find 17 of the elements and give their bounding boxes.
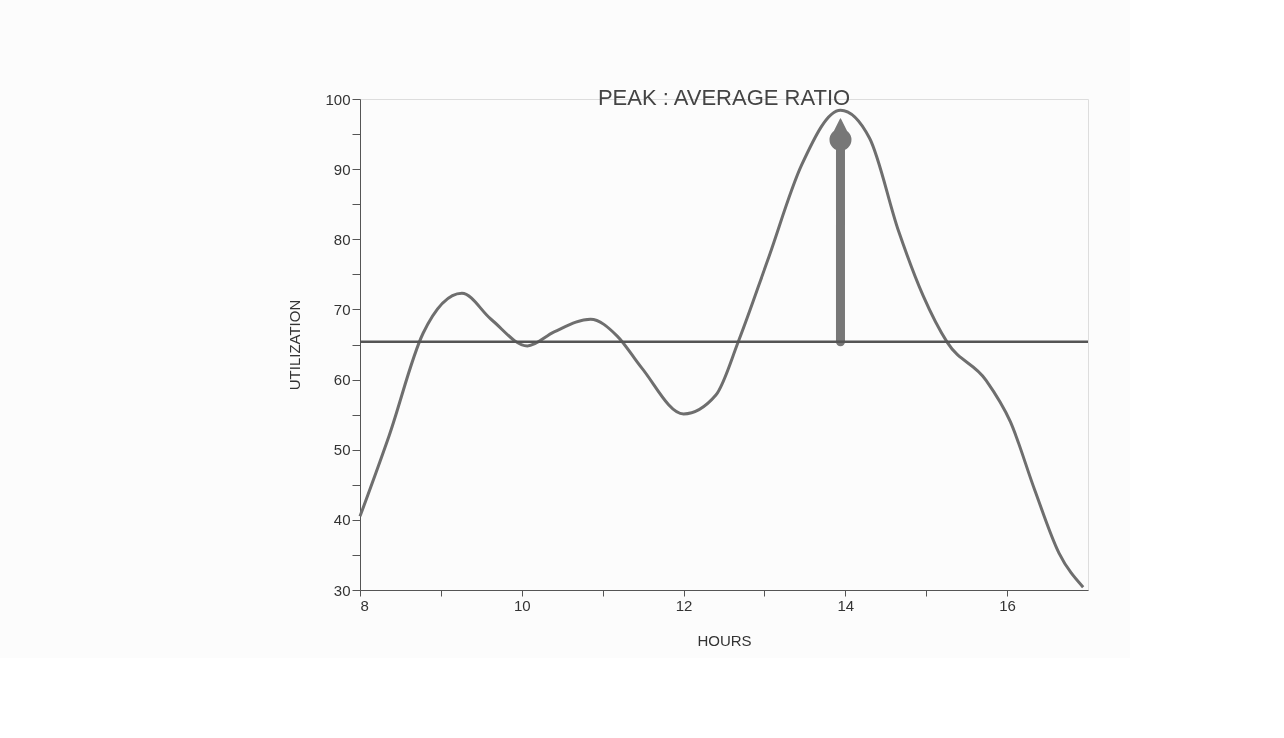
x-tick-label: 16 (999, 596, 1016, 614)
y-tick-label: 70 (333, 300, 351, 318)
x-tick-label: 10 (513, 596, 531, 614)
y-tick-label: 40 (333, 511, 351, 529)
y-tick-label: 60 (333, 371, 351, 389)
y-tick-label: 80 (333, 230, 351, 248)
y-tick-label: 100 (325, 90, 351, 108)
x-tick-label: 12 (675, 596, 693, 614)
y-axis-title: UTILIZATION (286, 299, 304, 391)
y-tick-label: 30 (333, 581, 351, 599)
line-series (358, 108, 1085, 589)
y-tick-label: 90 (333, 160, 351, 178)
x-tick-label: 14 (837, 596, 855, 614)
x-axis-title: HOURS (697, 631, 752, 649)
y-tick-label: 50 (333, 441, 351, 459)
x-tick-label: 8 (360, 596, 369, 614)
chart-title: PEAK : AVERAGE RATIO (597, 85, 851, 110)
